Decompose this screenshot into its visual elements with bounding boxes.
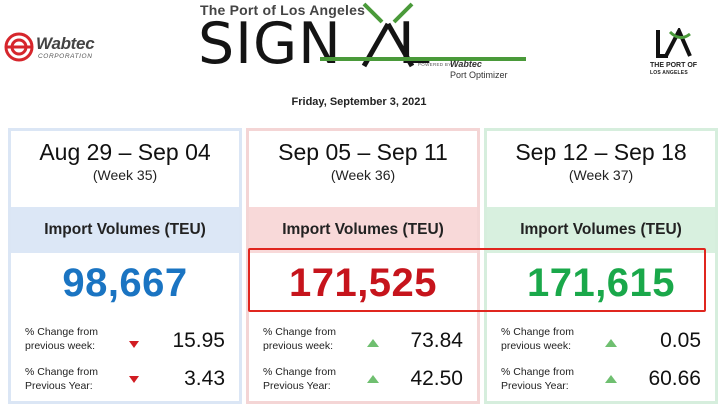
metric-label: Import Volumes (TEU) [44,221,206,238]
week-number: (Week 36) [330,167,396,183]
signal-wordmark-left: SIGN [198,11,342,77]
wow-label-line2: previous week: [263,340,334,352]
week-card-36: Sep 05 – Sep 11 (Week 36) Import Volumes… [246,128,480,404]
import-volume-value: 98,667 [62,261,188,305]
down-arrow-icon [129,376,139,383]
wow-label-line2: previous week: [25,340,96,352]
wow-change-value: 73.84 [410,329,463,352]
up-arrow-icon [605,339,617,347]
la-logo-line2: LOS ANGELES [650,70,688,76]
yoy-change-label: % Change from Previous Year: [25,365,98,393]
wow-label-line2: previous week: [501,340,572,352]
wabtec-logo-subtitle: CORPORATION [38,53,93,60]
yoy-change-value: 42.50 [410,367,463,390]
wow-change-label: % Change from previous week: [25,325,98,353]
week-number: (Week 37) [568,167,634,183]
wabtec-logo-icon [4,32,34,62]
week-date-range: Sep 12 – Sep 18 [515,139,687,165]
up-arrow-icon [367,375,379,383]
wow-change-label: % Change from previous week: [501,325,574,353]
metric-header: Import Volumes (TEU) [487,207,715,253]
signal-logo: The Port of Los Angeles SIGN L POWERED BY… [192,0,532,92]
import-volume-value: 171,615 [526,261,676,305]
week-date-range: Aug 29 – Sep 04 [39,139,211,165]
report-date: Friday, September 3, 2021 [291,96,427,108]
wow-change-value: 15.95 [172,329,225,352]
yoy-change-label: % Change from Previous Year: [501,365,574,393]
up-arrow-icon [605,375,617,383]
yoy-label-line1: % Change from [501,366,574,378]
signal-wabtec-brand: Wabtec [450,59,482,69]
wabtec-logo: Wabtec CORPORATION [4,30,114,64]
metric-header: Import Volumes (TEU) [11,207,239,253]
wow-label-line1: % Change from [25,326,98,338]
metric-header: Import Volumes (TEU) [249,207,477,253]
yoy-label-line1: % Change from [25,366,98,378]
week-card-37: Sep 12 – Sep 18 (Week 37) Import Volumes… [484,128,718,404]
week-card-35: Aug 29 – Sep 04 (Week 35) Import Volumes… [8,128,242,404]
yoy-label-line1: % Change from [263,366,336,378]
yoy-label-line2: Previous Year: [25,380,93,392]
wow-label-line1: % Change from [263,326,336,338]
yoy-label-line2: Previous Year: [501,380,569,392]
signal-wordmark: SIGN L [198,14,431,74]
la-logo-line1: THE PORT OF [650,62,698,69]
port-of-la-logo: THE PORT OF LOS ANGELES [646,28,708,80]
yoy-change-value: 3.43 [184,367,225,390]
signal-product-name: Port Optimizer [450,70,508,80]
metric-label: Import Volumes (TEU) [282,221,444,238]
up-arrow-icon [367,339,379,347]
signal-port-title: The Port of Los Angeles [200,2,366,18]
down-arrow-icon [129,341,139,348]
wow-change-label: % Change from previous week: [263,325,336,353]
week-number: (Week 35) [92,167,158,183]
week-date-range: Sep 05 – Sep 11 [278,139,448,165]
wow-change-value: 0.05 [660,329,701,352]
signal-powered-by: POWERED BY [418,62,452,67]
yoy-change-label: % Change from Previous Year: [263,365,336,393]
import-volume-value: 171,525 [288,261,438,305]
metric-label: Import Volumes (TEU) [520,221,682,238]
wabtec-logo-name: Wabtec [36,34,95,53]
wow-label-line1: % Change from [501,326,574,338]
signal-green-underline [320,57,526,61]
yoy-label-line2: Previous Year: [263,380,331,392]
yoy-change-value: 60.66 [648,367,701,390]
la-logo-icon [656,28,692,58]
